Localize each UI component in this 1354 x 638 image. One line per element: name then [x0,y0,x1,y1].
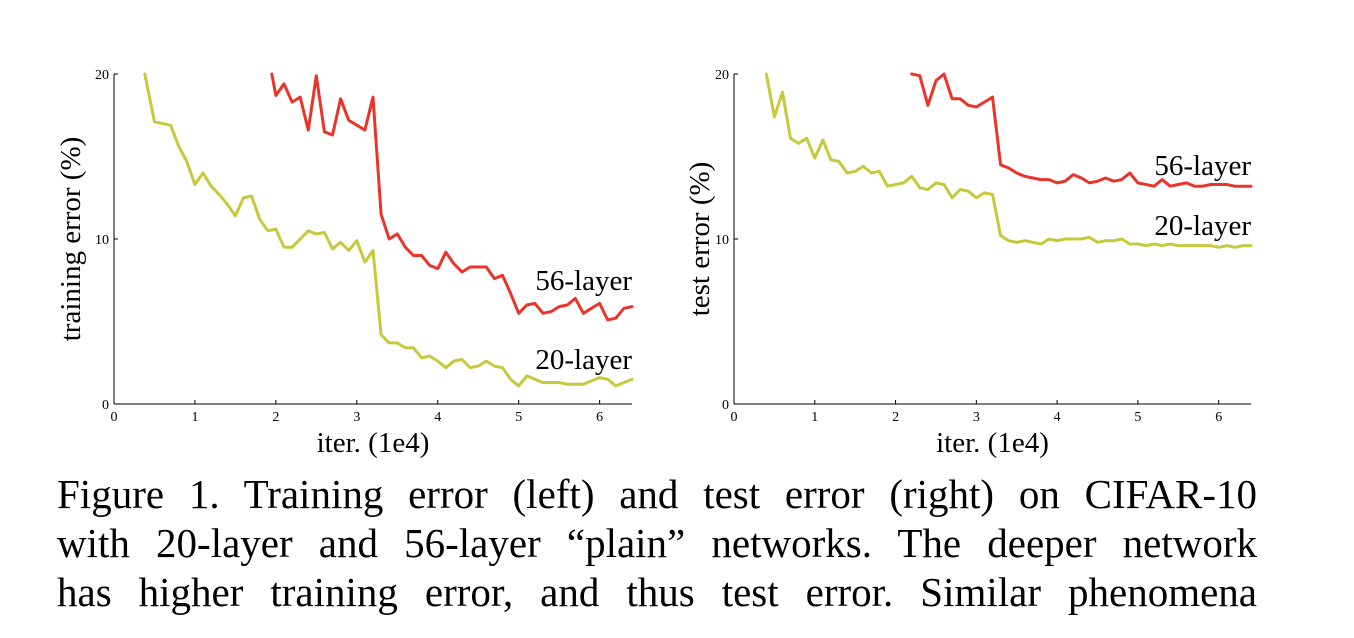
x-tick-label: 6 [596,410,603,425]
y-axis-label: training error (%) [55,137,87,342]
y-tick-label: 20 [95,68,109,83]
x-tick-label: 4 [1054,410,1061,425]
x-tick-label: 5 [515,410,522,425]
y-tick-label: 10 [95,233,109,248]
y-tick-label: 10 [715,233,729,248]
x-tick-label: 2 [892,410,899,425]
x-tick-label: 1 [191,410,198,425]
x-tick-label: 3 [353,410,360,425]
x-tick-label: 3 [973,410,980,425]
series-line-20-layer [143,72,634,388]
caption-line-3: has higher training error, and thus test… [57,569,1257,615]
x-tick-label: 2 [272,410,279,425]
y-tick-label: 20 [715,68,729,83]
x-axis-label: iter. (1e4) [936,427,1049,459]
series-label-56-layer: 56-layer [535,265,632,297]
y-tick-label: 0 [722,398,729,413]
series-label-20-layer: 20-layer [1154,210,1251,242]
x-tick-label: 6 [1215,410,1222,425]
x-tick-label: 4 [434,410,441,425]
series-label-56-layer: 56-layer [1154,150,1251,182]
x-tick-label: 1 [811,410,818,425]
test-error-chart: 0 1 2 3 4 5 6 0 10 20 iter. (1e4) test error (%) 56-… [684,68,1253,459]
training-error-chart: 0 1 2 3 4 5 6 0 10 20 iter. (1e4) training error (%… [55,68,634,459]
series-line-56-layer [910,72,1253,188]
caption-line-2: with 20-layer and 56-layer “plain” netwo… [57,520,1257,566]
x-tick-label: 0 [111,410,118,425]
x-tick-label: 5 [1134,410,1141,425]
y-axis-label: test error (%) [684,162,716,317]
series-line-56-layer [270,72,634,322]
series-line-20-layer [764,72,1253,249]
figure-caption: Figure 1. Training error (left) and test… [57,470,1257,617]
caption-line-1: Figure 1. Training error (left) and test… [57,471,1257,517]
x-tick-label: 0 [731,410,738,425]
x-axis-label: iter. (1e4) [317,427,430,459]
series-label-20-layer: 20-layer [535,344,632,376]
y-tick-label: 0 [102,398,109,413]
